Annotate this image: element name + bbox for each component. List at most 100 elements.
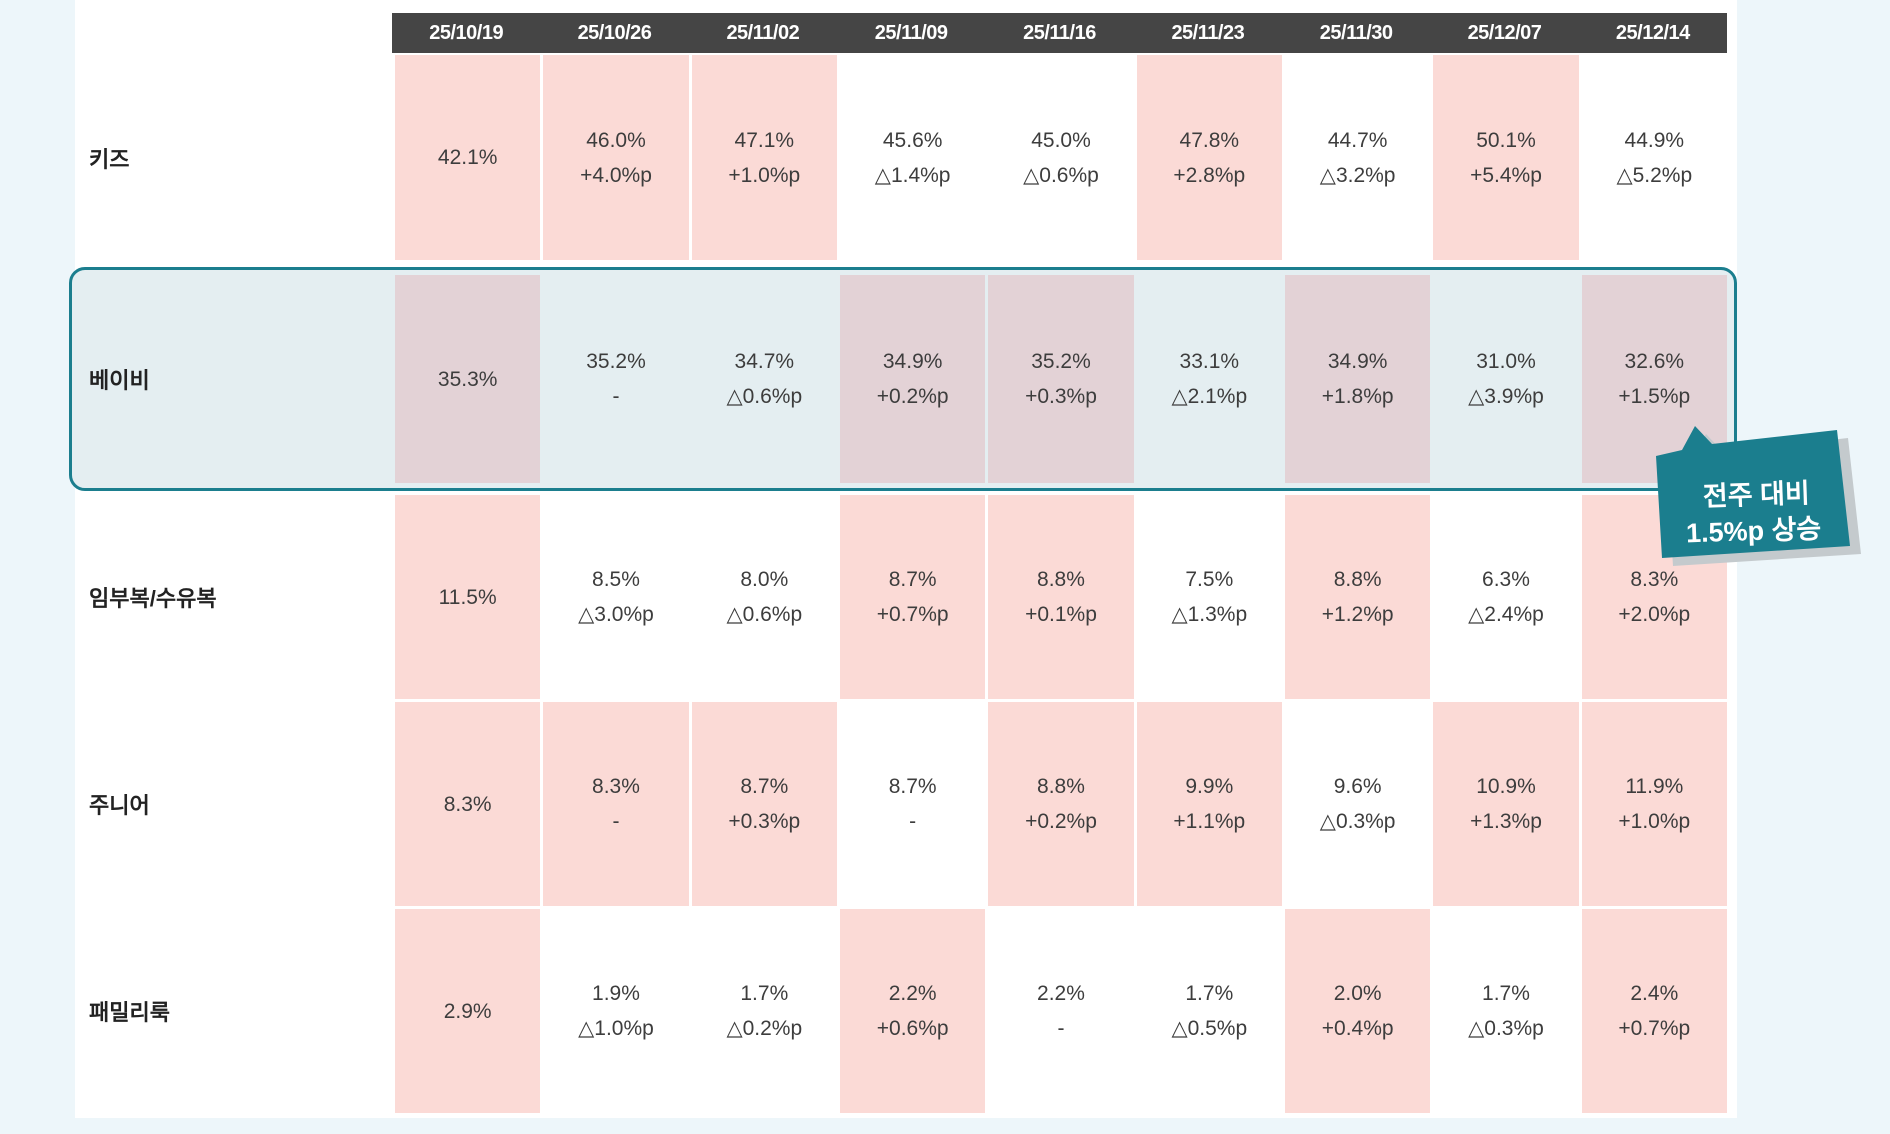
data-cell: 35.3% xyxy=(395,275,541,483)
data-cell: 46.0% +4.0%p xyxy=(543,55,689,260)
cell-delta: +0.7%p xyxy=(876,603,949,626)
cell-value: 6.3% xyxy=(1482,568,1530,591)
row-label: 베이비 xyxy=(89,368,150,393)
data-cell: 8.7% +0.7%p xyxy=(839,495,986,699)
data-cell: 8.7% +0.3%p xyxy=(691,702,837,906)
date-header-cell: 25/11/30 xyxy=(1319,21,1393,44)
cell-value: 9.9% xyxy=(1185,775,1234,798)
cell-value: 8.8% xyxy=(1037,568,1085,591)
cell-value: 32.6% xyxy=(1624,350,1685,373)
table-row: 패밀리룩 2.9% 1.9% △1.0%p 1.7% △0.2%p 2.2% +0.6%p 2.… xyxy=(75,909,1727,1113)
data-cell: 1.7% △0.5%p xyxy=(1136,909,1282,1113)
data-cell: 2.0% +0.4%p xyxy=(1284,909,1431,1113)
cell-delta: +0.2%p xyxy=(1025,810,1097,833)
data-cell: 1.7% △0.2%p xyxy=(691,909,837,1113)
data-cell: 2.2% - xyxy=(988,909,1134,1113)
cell-value: 8.0% xyxy=(740,568,789,591)
cell-delta: - xyxy=(909,810,917,833)
cell-value: 8.3% xyxy=(1630,568,1679,591)
cell-value: 2.4% xyxy=(1630,982,1679,1005)
data-cell: 10.9% +1.3%p xyxy=(1433,702,1579,906)
cell-delta: +0.7%p xyxy=(1618,1017,1691,1040)
row-label: 주니어 xyxy=(89,793,150,818)
data-cell: 11.5% xyxy=(395,495,541,699)
cell-value: 8.7% xyxy=(888,775,937,798)
cell-delta: △3.2%p xyxy=(1319,163,1396,187)
cell-delta: △1.4%p xyxy=(874,163,951,187)
data-cell: 31.0% △3.9%p xyxy=(1433,275,1579,483)
cell-delta: △2.4%p xyxy=(1468,603,1544,626)
cell-delta: △0.6%p xyxy=(726,603,803,626)
date-header-cell: 25/10/26 xyxy=(577,21,652,44)
cell-value: 35.3% xyxy=(437,367,498,391)
date-header-cell: 25/11/23 xyxy=(1171,21,1245,44)
cell-value: 8.3% xyxy=(592,775,640,798)
date-header-row: 25/10/19 25/10/26 25/11/02 25/11/09 25/11/16… xyxy=(392,13,1727,53)
cell-delta: △0.2%p xyxy=(726,1017,803,1040)
row-label: 키즈 xyxy=(89,146,130,172)
cell-delta: +2.0%p xyxy=(1618,603,1691,626)
cell-delta: +1.0%p xyxy=(1618,810,1691,833)
data-cell: 9.9% +1.1%p xyxy=(1136,702,1282,906)
data-cell: 45.6% △1.4%p xyxy=(839,55,986,260)
cell-value: 8.5% xyxy=(592,568,640,591)
cell-value: 8.8% xyxy=(1333,568,1382,591)
data-cell: 8.0% △0.6%p xyxy=(691,495,837,699)
cell-value: 2.0% xyxy=(1333,982,1382,1005)
cell-value: 2.9% xyxy=(443,999,492,1023)
data-cell: 1.9% △1.0%p xyxy=(543,909,689,1113)
cell-value: 2.2% xyxy=(888,982,937,1005)
cell-value: 1.7% xyxy=(1185,982,1234,1005)
data-cell: 50.1% +5.4%p xyxy=(1433,55,1579,260)
cell-value: 34.9% xyxy=(1327,350,1388,373)
date-header-cell: 25/11/09 xyxy=(874,21,948,44)
cell-value: 31.0% xyxy=(1476,350,1536,373)
data-cell: 8.8% +0.1%p xyxy=(988,495,1134,699)
cell-value: 11.9% xyxy=(1625,775,1684,798)
data-cell: 8.5% △3.0%p xyxy=(543,495,689,699)
cell-value: 47.8% xyxy=(1179,128,1240,152)
cell-delta: △0.6%p xyxy=(726,385,803,408)
date-header-cell: 25/12/07 xyxy=(1467,21,1542,44)
date-header-cell: 25/11/02 xyxy=(726,21,800,44)
cell-value: 46.0% xyxy=(586,128,646,152)
cell-value: 8.3% xyxy=(443,792,492,816)
cell-delta: △3.9%p xyxy=(1468,385,1544,408)
data-cell: 47.1% +1.0%p xyxy=(691,55,837,260)
cell-value: 1.7% xyxy=(740,982,789,1005)
cell-value: 33.1% xyxy=(1179,350,1240,373)
cell-value: 34.7% xyxy=(734,350,795,373)
cell-delta: +1.0%p xyxy=(728,163,801,187)
data-cell: 34.9% +1.8%p xyxy=(1284,275,1431,483)
cell-delta: +0.6%p xyxy=(876,1017,949,1040)
cell-delta: △1.0%p xyxy=(578,1017,654,1040)
data-cell: 44.9% △5.2%p xyxy=(1581,55,1727,260)
data-cell: 42.1% xyxy=(395,55,541,260)
data-cell: 8.3% xyxy=(395,702,541,906)
cell-delta: +0.1%p xyxy=(1025,603,1097,626)
row-label: 패밀리룩 xyxy=(89,1000,170,1025)
callout-shape xyxy=(1656,426,1850,558)
callout-bubble: 전주 대비 1.5%p 상승 xyxy=(1656,426,1861,566)
data-cell: 8.3% - xyxy=(543,702,689,906)
data-cell: 8.8% +0.2%p xyxy=(988,702,1134,906)
cell-delta: +5.4%p xyxy=(1470,163,1542,187)
cell-value: 8.8% xyxy=(1037,775,1085,798)
data-cell: 33.1% △2.1%p xyxy=(1136,275,1282,483)
cell-delta: △0.5%p xyxy=(1171,1017,1248,1040)
cell-delta: - xyxy=(612,810,620,833)
data-cell: 1.7% △0.3%p xyxy=(1433,909,1579,1113)
cell-delta: △2.1%p xyxy=(1171,385,1248,408)
cell-delta: △3.0%p xyxy=(578,603,654,626)
cell-delta: +1.5%p xyxy=(1618,385,1691,408)
cell-value: 1.9% xyxy=(592,982,640,1005)
table-row: 주니어 8.3% 8.3% - 8.7% +0.3%p 8.7% - 8.8% +0.2%p 9.9… xyxy=(75,702,1727,906)
cell-value: 47.1% xyxy=(734,128,795,152)
table-row: 베이비 35.3% 35.2% - 34.7% △0.6%p 34.9% +0.2%p 35.2… xyxy=(75,275,1727,483)
cell-delta: △0.3%p xyxy=(1468,1017,1544,1040)
cell-delta: - xyxy=(1057,1017,1065,1040)
cell-value: 42.1% xyxy=(437,146,498,169)
data-cell: 44.7% △3.2%p xyxy=(1284,55,1431,260)
cell-delta: +4.0%p xyxy=(580,163,652,187)
callout-line1: 전주 대비 xyxy=(1702,478,1810,512)
